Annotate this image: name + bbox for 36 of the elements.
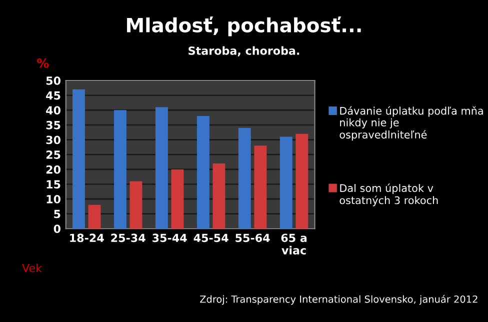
y-tick-label: 40 xyxy=(46,106,60,115)
x-axis-title: Vek xyxy=(22,264,42,272)
y-tick-label: 5 xyxy=(54,210,60,218)
bar xyxy=(296,134,308,229)
bar xyxy=(171,169,184,229)
y-axis-title: % xyxy=(37,58,49,68)
chart-title: Mladosť, pochabosť... xyxy=(127,16,361,36)
bar xyxy=(130,181,142,229)
legend-label: Dal som úplatok v ostatných 3 rokoch xyxy=(340,184,438,206)
bar xyxy=(72,89,85,229)
y-tick-label: 50 xyxy=(46,76,60,85)
y-tick-label: 0 xyxy=(54,224,60,233)
bar xyxy=(280,136,292,229)
y-tick-label: 10 xyxy=(46,194,60,204)
y-tick-label: 20 xyxy=(46,165,60,174)
y-tick-label: 35 xyxy=(46,120,60,130)
bar xyxy=(254,146,267,229)
chart-subtitle: Staroba, choroba. xyxy=(188,46,300,56)
x-tick-label: 55-64 xyxy=(236,234,270,242)
y-tick-label: 30 xyxy=(46,136,60,144)
bar xyxy=(238,128,251,229)
text: Zdroj: Transparency International Slovensko, január 2012 xyxy=(200,294,478,305)
bar xyxy=(88,204,101,229)
x-tick-label: 45-54 xyxy=(194,234,228,242)
x-tick-label: 65 a viac xyxy=(281,234,307,255)
x-tick-label: 18-24 xyxy=(70,234,104,242)
y-tick-label: 25 xyxy=(46,150,60,159)
x-tick-label: 25-34 xyxy=(111,234,146,242)
legend-label: Dávanie úplatku podľa mňa nikdy nie je ospravedlniteľné xyxy=(340,106,483,141)
bar xyxy=(212,163,226,229)
bar xyxy=(196,116,210,229)
bar xyxy=(114,110,126,229)
y-tick-label: 15 xyxy=(46,180,60,189)
y-tick-label: 45 xyxy=(46,91,60,100)
x-tick-label: 35-44 xyxy=(152,234,187,242)
bar xyxy=(155,107,168,229)
